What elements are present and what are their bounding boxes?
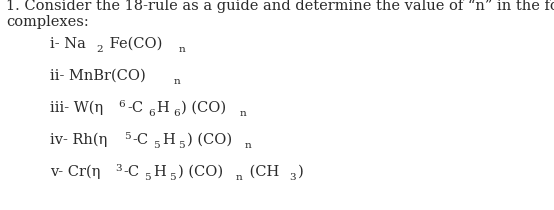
Text: n: n [245, 140, 252, 150]
Text: -C: -C [132, 133, 148, 147]
Text: -C: -C [124, 165, 140, 179]
Text: Fe(CO): Fe(CO) [105, 37, 162, 51]
Text: i- Na: i- Na [50, 37, 86, 51]
Text: n: n [173, 76, 180, 85]
Text: 3: 3 [115, 164, 122, 173]
Text: n: n [179, 45, 186, 54]
Text: ): ) [297, 165, 304, 179]
Text: ) (CO): ) (CO) [182, 101, 227, 115]
Text: H: H [153, 165, 166, 179]
Text: ) (CO): ) (CO) [187, 133, 232, 147]
Text: 5: 5 [153, 140, 160, 150]
Text: (CH: (CH [245, 165, 279, 179]
Text: n: n [240, 109, 247, 118]
Text: 6: 6 [119, 100, 125, 109]
Text: 6: 6 [173, 109, 179, 118]
Text: complexes:: complexes: [6, 15, 89, 29]
Text: H: H [156, 101, 169, 115]
Text: 6: 6 [148, 109, 155, 118]
Text: -C: -C [127, 101, 143, 115]
Text: v- Cr(η: v- Cr(η [50, 165, 100, 179]
Text: 5: 5 [145, 172, 151, 181]
Text: H: H [162, 133, 175, 147]
Text: ) (CO): ) (CO) [178, 165, 223, 179]
Text: 2: 2 [96, 45, 103, 54]
Text: 5: 5 [124, 132, 131, 141]
Text: iii- W(η: iii- W(η [50, 101, 103, 115]
Text: ii- MnBr(CO): ii- MnBr(CO) [50, 69, 146, 83]
Text: iv- Rh(η: iv- Rh(η [50, 133, 107, 147]
Text: 5: 5 [178, 140, 185, 150]
Text: n: n [236, 172, 243, 181]
Text: 3: 3 [289, 172, 296, 181]
Text: 1. Consider the 18-rule as a guide and determine the value of “n” in the followi: 1. Consider the 18-rule as a guide and d… [6, 0, 554, 13]
Text: 5: 5 [170, 172, 176, 181]
